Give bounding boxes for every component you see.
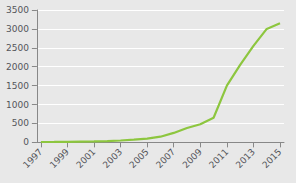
svg-text:1999: 1999 — [48, 147, 71, 170]
svg-text:2005: 2005 — [127, 147, 150, 170]
svg-text:1000: 1000 — [6, 100, 29, 110]
svg-text:2000: 2000 — [6, 62, 29, 72]
svg-text:2001: 2001 — [74, 147, 97, 170]
svg-text:2015: 2015 — [260, 147, 283, 170]
svg-text:1500: 1500 — [6, 81, 29, 91]
svg-text:2500: 2500 — [6, 43, 29, 53]
svg-text:2013: 2013 — [234, 147, 257, 170]
svg-text:2003: 2003 — [101, 147, 124, 170]
svg-text:3000: 3000 — [6, 24, 29, 34]
svg-text:2009: 2009 — [181, 147, 204, 170]
svg-text:1997: 1997 — [21, 147, 44, 170]
svg-text:2011: 2011 — [207, 147, 230, 170]
svg-text:3500: 3500 — [6, 5, 29, 15]
svg-text:500: 500 — [12, 118, 29, 128]
svg-text:0: 0 — [23, 137, 29, 147]
svg-text:2007: 2007 — [154, 147, 177, 170]
